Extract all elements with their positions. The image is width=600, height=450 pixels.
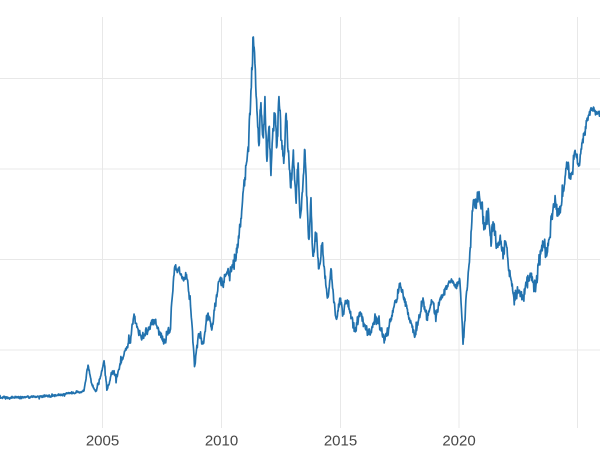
- svg-text:2005: 2005: [86, 433, 119, 450]
- svg-text:2020: 2020: [442, 433, 475, 450]
- svg-text:2015: 2015: [324, 433, 357, 450]
- svg-text:2010: 2010: [205, 433, 238, 450]
